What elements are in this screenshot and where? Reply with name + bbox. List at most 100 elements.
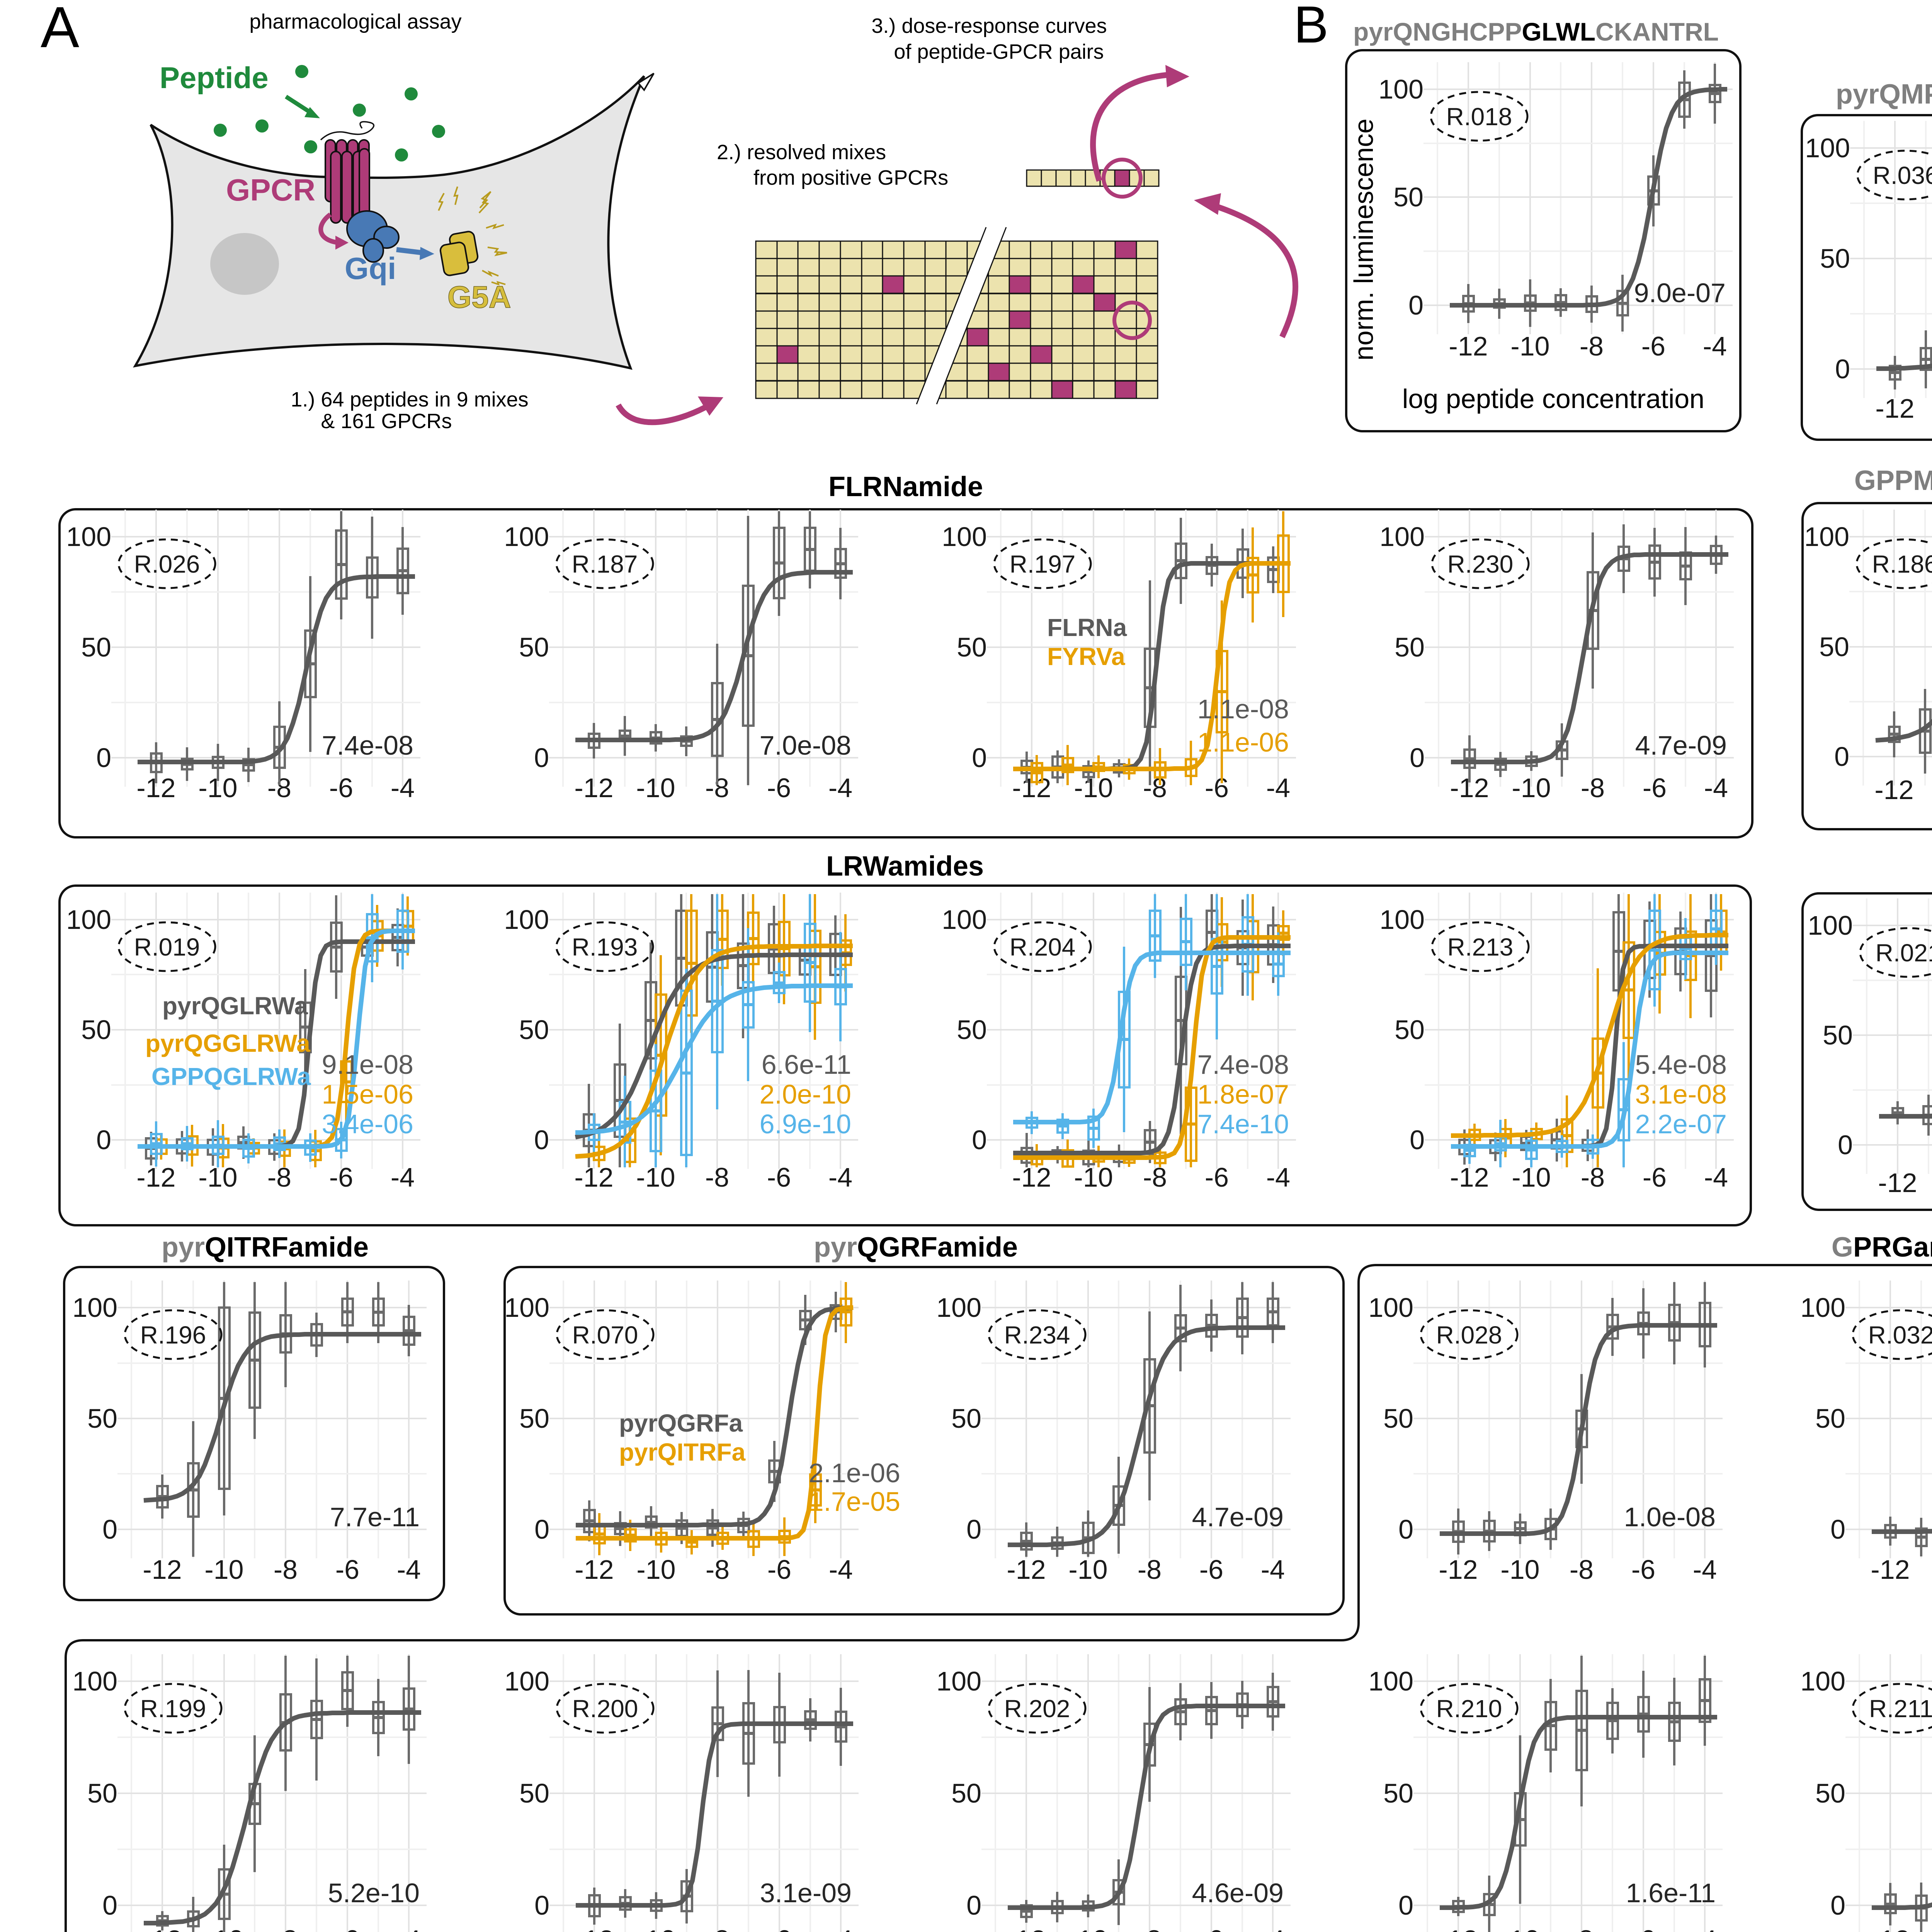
svg-text:R.018: R.018 <box>1446 103 1512 131</box>
svg-text:-8: -8 <box>1580 331 1604 361</box>
svg-text:100: 100 <box>1800 1293 1845 1323</box>
svg-text:B: B <box>1294 0 1328 54</box>
svg-text:FLRNa: FLRNa <box>1047 614 1127 641</box>
svg-text:-4: -4 <box>391 1162 415 1192</box>
svg-text:-6: -6 <box>1199 1554 1223 1585</box>
svg-text:100: 100 <box>66 905 111 935</box>
svg-text:FLRNamide: FLRNamide <box>828 471 983 502</box>
svg-text:-12: -12 <box>136 1162 175 1192</box>
svg-text:-6: -6 <box>1631 1554 1655 1585</box>
svg-text:R.234: R.234 <box>1004 1321 1070 1349</box>
svg-text:-6: -6 <box>1199 1925 1223 1932</box>
svg-text:50: 50 <box>81 632 111 662</box>
svg-text:1.0e-08: 1.0e-08 <box>1624 1502 1716 1532</box>
svg-text:0: 0 <box>102 1890 117 1920</box>
svg-text:-4: -4 <box>391 773 415 803</box>
svg-text:100: 100 <box>1379 905 1425 935</box>
svg-text:-4: -4 <box>1704 1162 1728 1192</box>
svg-text:6.6e-11: 6.6e-11 <box>762 1049 851 1080</box>
svg-text:-12: -12 <box>143 1554 182 1585</box>
svg-text:R.187: R.187 <box>572 550 638 578</box>
svg-text:0: 0 <box>966 1514 981 1544</box>
svg-text:0: 0 <box>1835 354 1850 384</box>
svg-text:3.) dose-response curves: 3.) dose-response curves <box>871 14 1107 37</box>
svg-text:50: 50 <box>519 1778 549 1808</box>
svg-text:-4: -4 <box>1261 1554 1285 1585</box>
svg-text:-4: -4 <box>1693 1554 1717 1585</box>
svg-text:100: 100 <box>504 522 549 552</box>
svg-text:-12: -12 <box>1439 1925 1478 1932</box>
svg-text:-4: -4 <box>1266 1162 1290 1192</box>
svg-text:-4: -4 <box>397 1554 421 1585</box>
svg-text:-8: -8 <box>1581 1162 1605 1192</box>
svg-text:R.197: R.197 <box>1010 550 1076 578</box>
svg-text:2.2e-07: 2.2e-07 <box>1635 1109 1727 1139</box>
svg-text:7.7e-11: 7.7e-11 <box>330 1502 420 1532</box>
svg-text:R.196: R.196 <box>140 1321 206 1349</box>
svg-text:7.4e-08: 7.4e-08 <box>1197 1049 1289 1080</box>
svg-text:-10: -10 <box>636 1554 675 1585</box>
svg-text:-6: -6 <box>767 1925 791 1932</box>
svg-text:100: 100 <box>1378 74 1423 104</box>
svg-text:-6: -6 <box>1641 331 1665 361</box>
svg-text:50: 50 <box>951 1403 981 1434</box>
svg-text:& 161 GPCRs: & 161 GPCRs <box>321 410 452 433</box>
svg-text:norm. luminescence: norm. luminescence <box>1349 119 1379 361</box>
svg-text:0: 0 <box>1830 1514 1845 1544</box>
svg-text:-4: -4 <box>828 773 852 803</box>
svg-text:R.021: R.021 <box>1876 939 1932 967</box>
svg-text:0: 0 <box>1834 742 1849 772</box>
svg-text:-4: -4 <box>829 1925 853 1932</box>
svg-text:-4: -4 <box>829 1554 853 1585</box>
svg-text:7.0e-08: 7.0e-08 <box>760 730 851 760</box>
svg-text:7.4e-08: 7.4e-08 <box>322 730 413 760</box>
svg-text:pyrQGRFamide: pyrQGRFamide <box>814 1232 1018 1263</box>
svg-text:-4: -4 <box>1266 773 1290 803</box>
svg-text:R.019: R.019 <box>134 933 200 961</box>
svg-text:0: 0 <box>972 743 987 773</box>
svg-text:1.) 64 peptides in 9 mixes: 1.) 64 peptides in 9 mixes <box>291 388 528 411</box>
svg-text:-6: -6 <box>767 1162 791 1192</box>
svg-text:-4: -4 <box>397 1925 421 1932</box>
svg-text:-6: -6 <box>329 1162 353 1192</box>
svg-text:50: 50 <box>1395 632 1425 662</box>
svg-text:0: 0 <box>966 1890 981 1920</box>
svg-text:R.213: R.213 <box>1447 933 1514 961</box>
svg-text:pyrQITRFamide: pyrQITRFamide <box>162 1232 369 1263</box>
svg-text:4.7e-09: 4.7e-09 <box>1635 730 1727 760</box>
svg-text:0: 0 <box>96 1125 111 1155</box>
svg-text:pyrQGLRWa: pyrQGLRWa <box>162 992 308 1020</box>
svg-text:1.1e-06: 1.1e-06 <box>1197 727 1289 757</box>
svg-text:50: 50 <box>87 1403 117 1434</box>
svg-text:100: 100 <box>1379 522 1425 552</box>
svg-text:-6: -6 <box>767 773 791 803</box>
svg-text:5.4e-08: 5.4e-08 <box>1635 1049 1727 1080</box>
svg-text:50: 50 <box>1823 1020 1853 1050</box>
svg-text:R.211: R.211 <box>1869 1695 1932 1723</box>
svg-text:4.6e-09: 4.6e-09 <box>1192 1878 1284 1908</box>
svg-text:-10: -10 <box>1512 773 1551 803</box>
svg-text:2.1e-06: 2.1e-06 <box>809 1458 900 1488</box>
svg-text:100: 100 <box>942 905 987 935</box>
svg-text:-12: -12 <box>574 1162 613 1192</box>
svg-text:-6: -6 <box>1643 1162 1667 1192</box>
svg-text:0: 0 <box>534 743 549 773</box>
svg-text:0: 0 <box>1410 1125 1425 1155</box>
svg-text:0: 0 <box>1398 1514 1413 1544</box>
svg-text:-12: -12 <box>1878 1168 1917 1198</box>
svg-text:GPPQGLRWa: GPPQGLRWa <box>151 1063 311 1090</box>
svg-text:50: 50 <box>951 1778 981 1808</box>
svg-text:GPCR: GPCR <box>226 173 315 207</box>
svg-text:9.1e-08: 9.1e-08 <box>322 1049 413 1080</box>
svg-text:R.193: R.193 <box>572 933 638 961</box>
svg-text:pyrQNGHCPPGLWLCKANTRL: pyrQNGHCPPGLWLCKANTRL <box>1353 17 1719 46</box>
svg-text:100: 100 <box>72 1293 117 1323</box>
svg-text:50: 50 <box>957 632 987 662</box>
svg-text:FYRVa: FYRVa <box>1047 643 1125 670</box>
svg-text:-12: -12 <box>1874 775 1913 805</box>
svg-text:7.4e-10: 7.4e-10 <box>1197 1109 1289 1139</box>
svg-text:100: 100 <box>504 905 549 935</box>
svg-text:-8: -8 <box>705 1162 729 1192</box>
svg-text:GPRGamide: GPRGamide <box>1832 1232 1932 1263</box>
svg-text:-8: -8 <box>1143 1162 1167 1192</box>
